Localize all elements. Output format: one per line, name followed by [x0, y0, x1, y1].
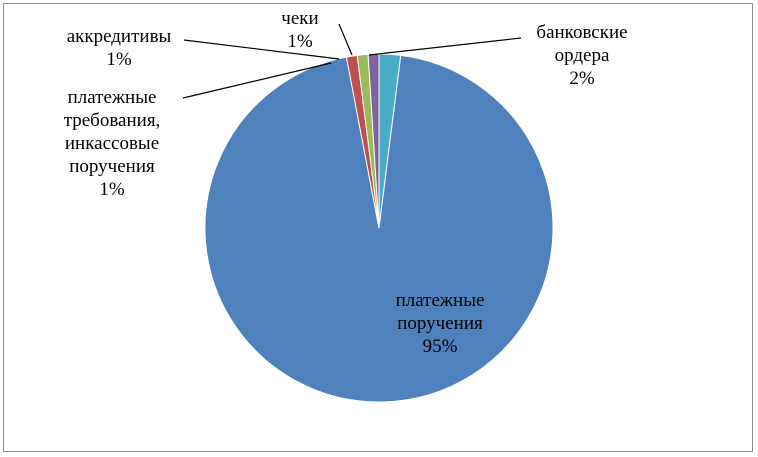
data-label-line: инкассовые	[65, 133, 159, 154]
data-label-line: поручения	[397, 313, 483, 334]
data-label-line: чеки	[281, 8, 318, 29]
leader-line-bank-orders	[368, 37, 522, 56]
leader-line-letters-of-credit	[183, 39, 340, 60]
data-label-line: аккредитивы	[67, 26, 172, 47]
data-label-line: 2%	[569, 68, 595, 89]
leader-line-cheques	[338, 23, 353, 56]
data-label-letters-of-credit: аккредитивы 1%	[67, 26, 172, 70]
data-label-line: 1%	[106, 49, 132, 70]
data-label-line: поручения	[69, 156, 155, 177]
data-label-line: платежные	[68, 87, 157, 108]
data-label-line: 95%	[423, 336, 458, 357]
data-label-bank-orders: банковские ордера 2%	[536, 22, 627, 89]
data-label-line: 1%	[99, 179, 125, 200]
data-label-payment-orders: платежные поручения 95%	[396, 290, 485, 357]
data-label-cheques: чеки 1%	[281, 8, 318, 52]
data-label-line: 1%	[287, 31, 313, 52]
data-label-payment-demands: платежные требования, инкассовые поручения 1…	[64, 87, 161, 200]
pie-slice-payment-orders	[204, 54, 554, 403]
data-label-line: платежные	[396, 290, 485, 311]
data-label-line: ордера	[555, 45, 610, 66]
data-label-line: требования,	[64, 110, 161, 131]
data-label-line: банковские	[536, 22, 627, 43]
leader-line-payment-demands	[182, 62, 332, 99]
